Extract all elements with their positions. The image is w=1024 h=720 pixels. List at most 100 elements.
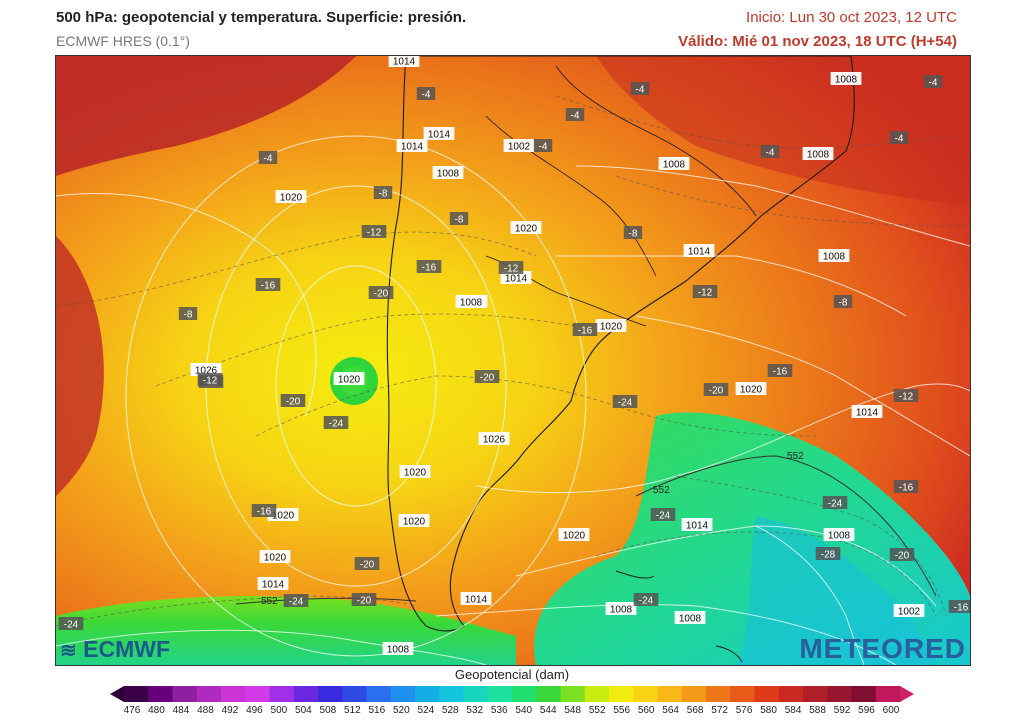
temperature-label: -4 <box>630 82 650 96</box>
svg-text:1020: 1020 <box>563 531 586 542</box>
pressure-label: 1008 <box>382 642 414 656</box>
colorbar-tick-label: 476 <box>123 705 141 716</box>
colorbar-swatch <box>730 686 755 702</box>
colorbar-tick-label: 488 <box>197 705 214 716</box>
temperature-label: -12 <box>361 225 387 239</box>
colorbar-swatch <box>803 686 828 702</box>
svg-text:-20: -20 <box>374 289 389 300</box>
svg-text:-12: -12 <box>367 228 382 239</box>
colorbar <box>110 686 914 702</box>
pressure-label: 1014 <box>423 127 455 141</box>
colorbar-tick-label: 516 <box>368 705 386 716</box>
chart-title: 500 hPa: geopotencial y temperatura. Sup… <box>56 9 467 26</box>
svg-text:1020: 1020 <box>280 193 303 204</box>
svg-text:-12: -12 <box>899 392 914 403</box>
temperature-label: -8 <box>449 212 469 226</box>
temperature-label: -4 <box>533 139 553 153</box>
colorbar-tick-label: 536 <box>490 705 508 716</box>
svg-text:-4: -4 <box>571 111 580 122</box>
svg-text:-8: -8 <box>184 310 193 321</box>
colorbar-swatch <box>633 686 658 702</box>
colorbar-tick-label: 504 <box>295 705 312 716</box>
pressure-label: 1008 <box>823 528 855 542</box>
pressure-label: 1020 <box>333 372 365 386</box>
pressure-label: 1020 <box>259 550 291 564</box>
svg-text:-20: -20 <box>480 373 495 384</box>
temperature-label: -16 <box>251 504 277 518</box>
colorbar-swatch <box>245 686 270 702</box>
colorbar-swatch <box>778 686 804 702</box>
svg-text:-20: -20 <box>360 560 375 571</box>
svg-text:-20: -20 <box>709 386 724 397</box>
pressure-label: 1008 <box>674 611 706 625</box>
pressure-label: 1014 <box>683 244 715 258</box>
pressure-label: 1008 <box>830 72 862 86</box>
colorbar-tick-label: 492 <box>221 705 239 716</box>
colorbar-swatch <box>536 686 561 702</box>
colorbar-tick-label: 592 <box>833 705 851 716</box>
svg-text:-16: -16 <box>422 263 437 274</box>
colorbar-tick-label: 520 <box>392 705 410 716</box>
colorbar-swatch <box>196 686 222 702</box>
colorbar-swatch <box>293 686 319 702</box>
svg-text:-12: -12 <box>504 264 519 275</box>
colorbar-tick-label: 556 <box>613 705 631 716</box>
colorbar-tick-label: 596 <box>858 705 875 716</box>
svg-text:-20: -20 <box>286 397 301 408</box>
map-frame: 1014 1014 1014 1002 1008 1008 1008 1020 1020 1008… <box>55 55 971 666</box>
colorbar-swatch <box>390 686 416 702</box>
svg-text:-24: -24 <box>618 398 633 409</box>
temperature-label: -8 <box>178 307 198 321</box>
colorbar-tick-label: 544 <box>539 705 557 716</box>
svg-text:-24: -24 <box>656 511 671 522</box>
pressure-label: 1020 <box>399 465 431 479</box>
colorbar-swatch <box>172 686 198 702</box>
colorbar-swatch <box>512 686 537 702</box>
svg-text:-8: -8 <box>379 189 388 200</box>
colorbar-swatch <box>681 686 707 702</box>
colorbar-swatch <box>221 686 246 702</box>
geopotential-contour-label: 552 <box>653 485 670 496</box>
weather-map: 1014 1014 1014 1002 1008 1008 1008 1020 1020 1008… <box>56 56 970 665</box>
colorbar-swatch <box>560 686 586 702</box>
svg-text:1026: 1026 <box>483 435 506 446</box>
pressure-label: 1020 <box>398 514 430 528</box>
svg-text:1014: 1014 <box>505 274 528 285</box>
colorbar-swatch <box>463 686 489 702</box>
colorbar-tick-label: 552 <box>588 705 606 716</box>
pressure-label: 1026 <box>190 363 222 377</box>
pressure-label: 1014 <box>500 271 532 285</box>
pressure-label: 1002 <box>893 604 925 618</box>
pressure-label: 1008 <box>455 295 487 309</box>
temperature-label: -4 <box>889 131 909 145</box>
pressure-label: 1020 <box>735 382 767 396</box>
temperature-label: -12 <box>893 389 919 403</box>
colorbar-tick-label: 560 <box>637 705 655 716</box>
colorbar-tick-label: 584 <box>784 705 802 716</box>
temperature-label: -12 <box>498 261 524 275</box>
svg-text:1008: 1008 <box>835 75 858 86</box>
svg-text:-16: -16 <box>954 603 969 614</box>
pressure-label: 1014 <box>681 518 713 532</box>
svg-text:-4: -4 <box>422 90 431 101</box>
temperature-label: -20 <box>354 557 380 571</box>
pressure-label: 1014 <box>396 139 428 153</box>
svg-text:-4: -4 <box>636 85 645 96</box>
svg-text:1020: 1020 <box>272 511 295 522</box>
svg-text:1002: 1002 <box>898 607 921 618</box>
pressure-label: 1026 <box>478 432 510 446</box>
ecmwf-logo: ≋ ECMWF <box>60 636 170 663</box>
colorbar-swatch <box>269 686 295 702</box>
svg-text:1020: 1020 <box>515 224 538 235</box>
colorbar-tick-label: 500 <box>270 705 288 716</box>
svg-text:1014: 1014 <box>428 130 451 141</box>
colorbar-swatch <box>487 686 513 702</box>
temperature-label: -24 <box>323 416 349 430</box>
colorbar-tick-label: 508 <box>319 705 337 716</box>
colorbar-min-arrow <box>110 686 124 702</box>
svg-text:1008: 1008 <box>679 614 702 625</box>
pressure-label: 1008 <box>802 147 834 161</box>
svg-text:-24: -24 <box>289 597 304 608</box>
pressure-label: 1008 <box>818 249 850 263</box>
temperature-label: -20 <box>703 383 729 397</box>
